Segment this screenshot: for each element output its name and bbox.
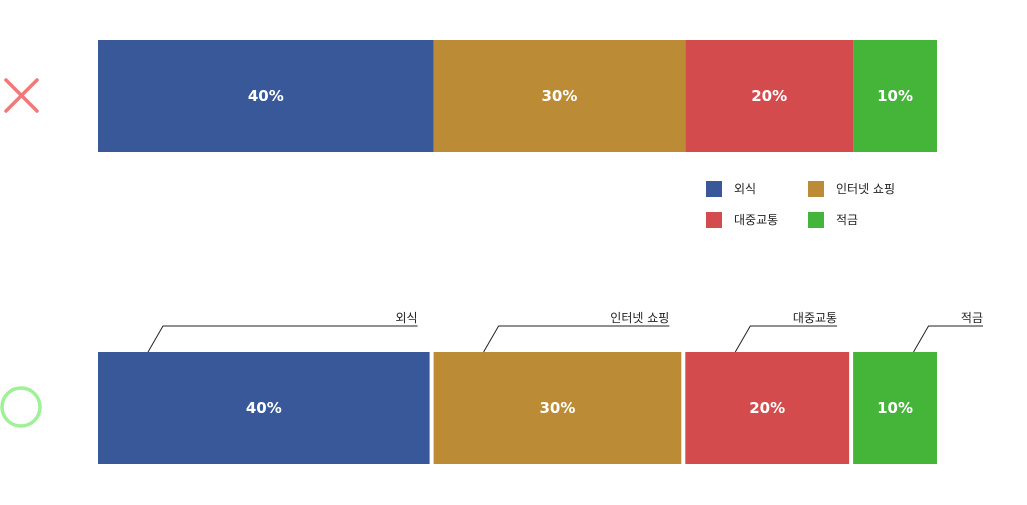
stacked-bar-legend: 40% 30% 20% 10% bbox=[98, 40, 937, 152]
bar-value-label: 10% bbox=[877, 87, 913, 105]
bar-segment-2 bbox=[433, 352, 682, 464]
cross-icon bbox=[4, 78, 39, 113]
callout-label: 외식 bbox=[396, 311, 418, 325]
bar-value-label: 30% bbox=[539, 399, 575, 417]
bar-segment-1 bbox=[98, 40, 434, 152]
circle-check-icon bbox=[0, 386, 42, 428]
bar-segment-2 bbox=[433, 40, 686, 152]
legend-label: 적금 bbox=[836, 213, 858, 227]
bar-value-label: 40% bbox=[248, 87, 284, 105]
bar-segment-3 bbox=[685, 352, 850, 464]
legend-swatch bbox=[808, 181, 824, 197]
legend-label: 인터넷 쇼핑 bbox=[836, 182, 895, 196]
good-example-panel: 40% 30% 20% 10% 외식 인터넷 쇼핑 대중교통 적금 bbox=[0, 311, 983, 464]
legend-swatch bbox=[706, 212, 722, 228]
stacked-bar-callouts: 40% 30% 20% 10% bbox=[98, 352, 937, 464]
callout-leader-line bbox=[913, 325, 983, 353]
bar-value-label: 20% bbox=[749, 399, 785, 417]
bar-value-label: 20% bbox=[751, 87, 787, 105]
bar-value-label: 10% bbox=[877, 399, 913, 417]
legend-label: 대중교통 bbox=[734, 213, 778, 227]
legend-label: 외식 bbox=[734, 182, 756, 196]
legend-swatch bbox=[808, 212, 824, 228]
callout-labels: 외식 인터넷 쇼핑 대중교통 적금 bbox=[147, 311, 983, 353]
callout-label: 인터넷 쇼핑 bbox=[610, 311, 669, 325]
callout-leader-line bbox=[734, 325, 838, 353]
callout-label: 적금 bbox=[961, 311, 983, 325]
callout-label: 대중교통 bbox=[793, 311, 837, 325]
bar-value-label: 40% bbox=[246, 399, 282, 417]
bar-value-label: 30% bbox=[541, 87, 577, 105]
callout-leader-line bbox=[147, 325, 418, 353]
bar-segment-3 bbox=[685, 40, 854, 152]
bar-segment-4 bbox=[853, 40, 937, 152]
bar-segment-1 bbox=[98, 352, 430, 464]
bar-segment-4 bbox=[853, 352, 937, 464]
callout-leader-line bbox=[483, 325, 670, 353]
legend-swatch bbox=[706, 181, 722, 197]
